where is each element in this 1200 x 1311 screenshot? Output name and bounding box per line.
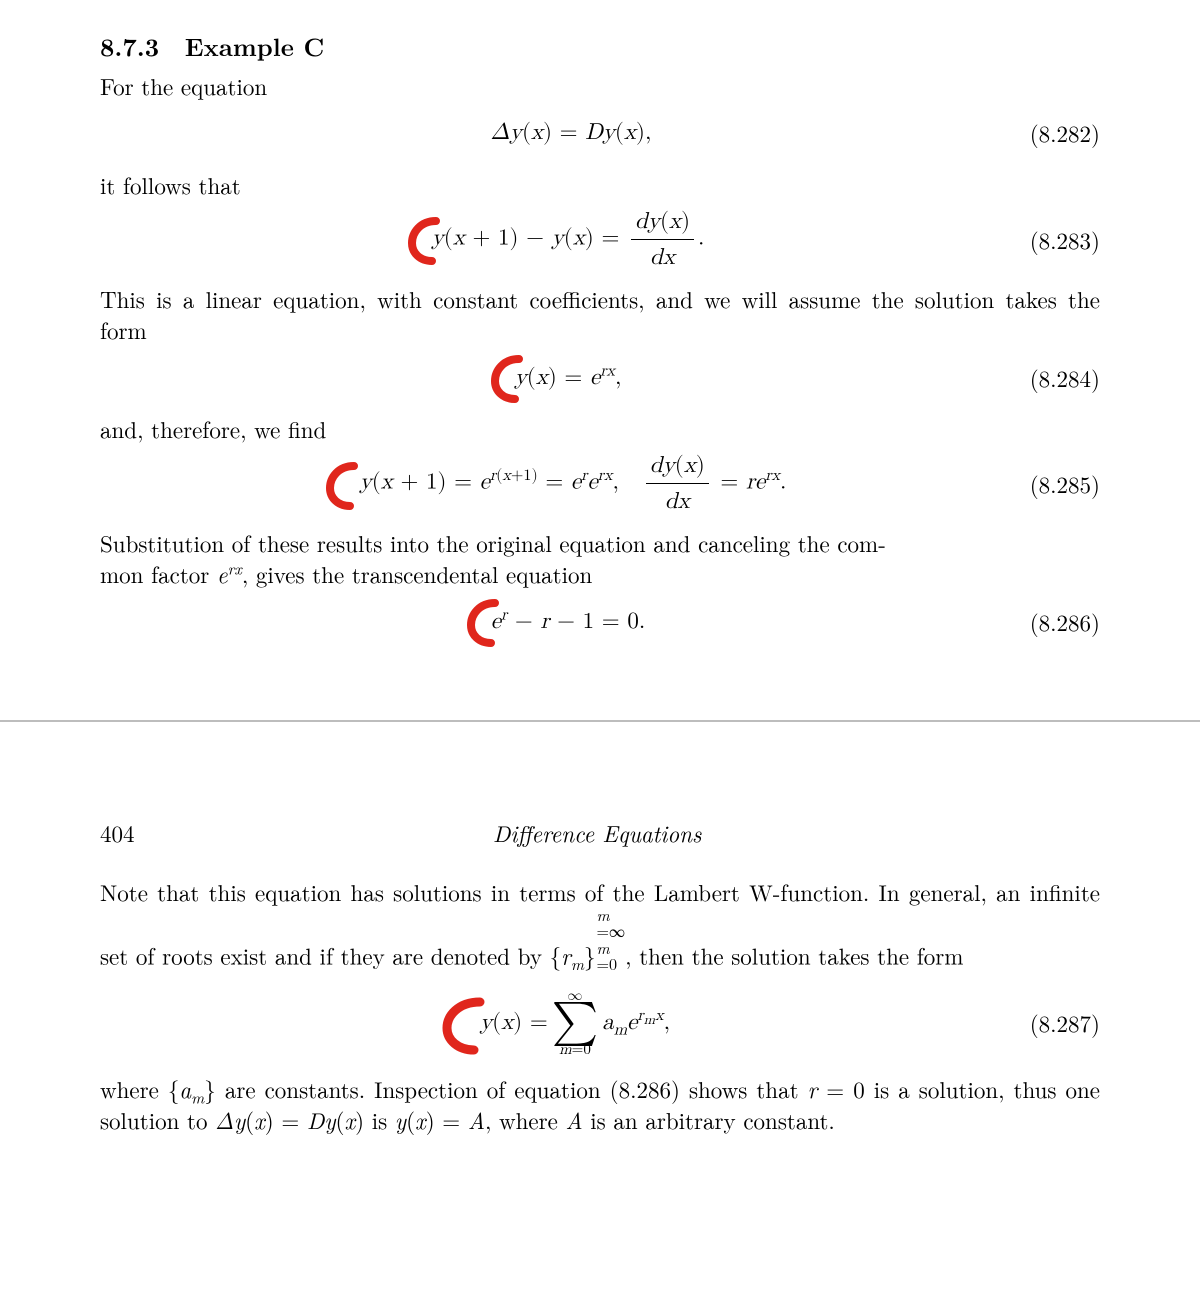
equation-number: (8.287)	[1010, 1007, 1100, 1038]
text: mon factor	[100, 557, 217, 590]
text: where	[100, 1072, 168, 1105]
equation-number: (8.282)	[1010, 117, 1100, 148]
text: ,	[625, 939, 631, 972]
annotation-mark-icon	[406, 215, 448, 267]
equation-body: y(x) = ∞ ∑ m=0 amermx,	[100, 988, 1010, 1058]
paragraph: This is a linear equation, with constant…	[100, 283, 1100, 345]
text: are constants. Inspection of equation (8…	[216, 1072, 808, 1105]
annotation-mark-icon	[324, 460, 366, 512]
paragraph: it follows that	[100, 169, 1100, 200]
text: is an	[583, 1103, 638, 1136]
text: , where	[485, 1103, 566, 1136]
paragraph: Substitution of these results into the o…	[100, 527, 1100, 589]
paragraph: For the equation	[100, 70, 1100, 101]
equation-8-285: y(x + 1) = er(x+1) = ererx, dy(x)dx = re…	[100, 450, 1100, 517]
equation-body: y(x + 1) − y(x) = dy(x)dx.	[100, 206, 1010, 273]
equation-8-284: y(x) = erx, (8.284)	[100, 351, 1100, 403]
paragraph: and, therefore, we find	[100, 413, 1100, 444]
annotation-blank	[100, 109, 142, 161]
equation-body: y(x) = erx,	[100, 351, 1010, 403]
equation-number: (8.283)	[1010, 224, 1100, 255]
annotation-mark-icon	[489, 353, 531, 405]
equation-body: y(x + 1) = er(x+1) = ererx, dy(x)dx = re…	[100, 450, 1010, 517]
equation-8-282: Δy(x) = Dy(x), (8.282)	[100, 107, 1100, 159]
equation-number: (8.284)	[1010, 362, 1100, 393]
annotation-mark-icon	[440, 994, 494, 1056]
equation-8-286: er − r − 1 = 0. (8.286)	[100, 595, 1100, 647]
page-separator	[0, 720, 1200, 722]
paragraph: Note that this equation has solutions in…	[100, 876, 1100, 971]
equation-body: Δy(x) = Dy(x),	[132, 117, 1010, 148]
text: is	[364, 1103, 395, 1136]
equation-8-283: y(x + 1) − y(x) = dy(x)dx. (8.283)	[100, 206, 1100, 273]
paragraph: where {am} are constants. Inspection of …	[100, 1073, 1100, 1135]
section-title: Example C	[185, 29, 324, 64]
text: arbitrary constant.	[645, 1103, 834, 1136]
document-page: 8.7.3 Example C For the equation Δy(x) =…	[0, 0, 1200, 1311]
text: , gives the transcendental equation	[242, 557, 592, 590]
text: Note that this equation has solutions in…	[100, 875, 900, 908]
running-header: 404 Difference Equations	[100, 817, 1100, 848]
equation-8-287: y(x) = ∞ ∑ m=0 amermx, (8.287)	[100, 988, 1100, 1058]
running-title: Difference Equations	[95, 817, 1101, 848]
section-number: 8.7.3	[100, 29, 159, 64]
text: is	[865, 1072, 889, 1105]
text: then the solution takes the form	[639, 939, 963, 972]
equation-number: (8.286)	[1010, 606, 1100, 637]
text: Substitution of these results into the o…	[100, 526, 886, 559]
equation-body: er − r − 1 = 0.	[100, 595, 1010, 647]
annotation-mark-icon	[465, 597, 507, 649]
equation-number: (8.285)	[1010, 468, 1100, 499]
section-heading: 8.7.3 Example C	[100, 30, 1100, 64]
